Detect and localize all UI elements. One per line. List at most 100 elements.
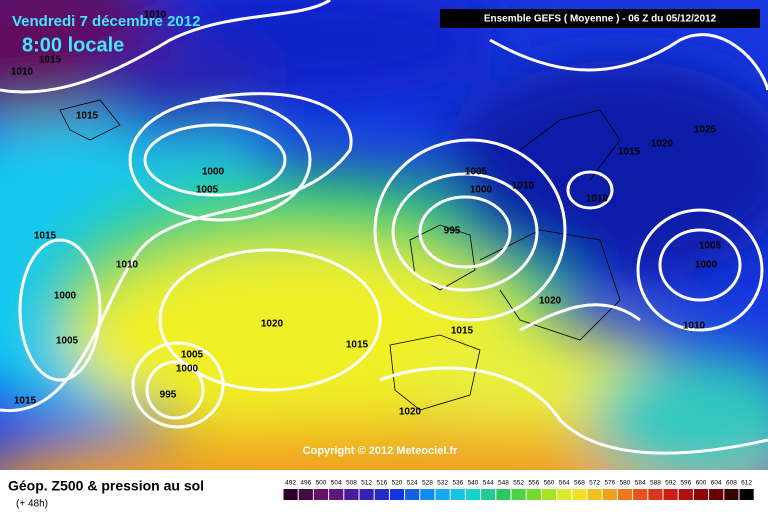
scale-label: 564 bbox=[559, 480, 570, 487]
scale-swatch bbox=[450, 489, 465, 500]
isobar-label: 1020 bbox=[261, 319, 284, 330]
scale-swatch bbox=[283, 489, 298, 500]
isobar-label: 1005 bbox=[181, 350, 204, 361]
isobar-label: 995 bbox=[160, 390, 177, 401]
scale-swatch bbox=[709, 489, 724, 500]
scale-label: 600 bbox=[696, 480, 707, 487]
scale-swatch bbox=[572, 489, 587, 500]
scale-swatch bbox=[724, 489, 739, 500]
scale-swatch bbox=[359, 489, 374, 500]
scale-label: 516 bbox=[376, 480, 387, 487]
scale-label: 588 bbox=[650, 480, 661, 487]
copyright: Copyright © 2012 Meteociel.fr bbox=[303, 445, 459, 457]
scale-label: 604 bbox=[711, 480, 722, 487]
scale-label: 508 bbox=[346, 480, 357, 487]
scale-label: 520 bbox=[392, 480, 403, 487]
isobar-label: 1005 bbox=[699, 241, 722, 252]
lead-time: (+ 48h) bbox=[16, 499, 48, 510]
scale-label: 572 bbox=[589, 480, 600, 487]
scale-label: 612 bbox=[741, 480, 752, 487]
scale-label: 540 bbox=[468, 480, 479, 487]
scale-label: 532 bbox=[437, 480, 448, 487]
scale-swatch bbox=[435, 489, 450, 500]
scale-swatch bbox=[617, 489, 633, 500]
isobar-label: 1015 bbox=[76, 111, 99, 122]
header-box bbox=[440, 9, 760, 28]
isobar-label: 1015 bbox=[14, 396, 37, 407]
isobar-label: 1000 bbox=[54, 291, 77, 302]
valid-date: Vendredi 7 décembre 2012 bbox=[12, 13, 200, 30]
legend-title: Géop. Z500 & pression au sol bbox=[8, 478, 204, 494]
scale-swatch bbox=[587, 489, 602, 500]
scale-label: 528 bbox=[422, 480, 433, 487]
scale-swatch bbox=[481, 489, 496, 500]
scale-label: 524 bbox=[407, 480, 418, 487]
isobar-label: 1005 bbox=[56, 336, 79, 347]
isobar-label: 1015 bbox=[346, 340, 369, 351]
isobar-label: 1025 bbox=[694, 125, 717, 136]
valid-time: 8:00 locale bbox=[22, 34, 124, 56]
scale-label: 544 bbox=[483, 480, 494, 487]
isobar-label: 1015 bbox=[618, 147, 641, 158]
isobar-label: 1000 bbox=[695, 260, 718, 271]
scale-label: 548 bbox=[498, 480, 509, 487]
scale-swatch bbox=[329, 489, 344, 500]
isobar-label: 1015 bbox=[34, 231, 57, 242]
model-run: Ensemble GEFS ( Moyenne ) - 06 Z du 05/1… bbox=[484, 14, 717, 25]
scale-swatch bbox=[465, 489, 481, 500]
isobar-label: 1010 bbox=[683, 321, 706, 332]
scale-label: 560 bbox=[544, 480, 555, 487]
scale-swatch bbox=[374, 489, 389, 500]
scale-label: 580 bbox=[620, 480, 631, 487]
scale-label: 496 bbox=[300, 480, 311, 487]
isobar-label: 1010 bbox=[116, 260, 139, 271]
isobar-label: 1000 bbox=[202, 167, 225, 178]
scale-swatch bbox=[526, 489, 541, 500]
scale-label: 568 bbox=[574, 480, 585, 487]
scale-label: 584 bbox=[635, 480, 646, 487]
scale-swatch bbox=[511, 489, 526, 500]
scale-swatch bbox=[344, 489, 359, 500]
scale-swatch bbox=[496, 489, 511, 500]
isobar-label: 995 bbox=[444, 226, 461, 237]
isobar-label: 1005 bbox=[196, 185, 219, 196]
scale-label: 536 bbox=[452, 480, 463, 487]
isobar-label: 1010 bbox=[144, 10, 167, 21]
scale-label: 500 bbox=[316, 480, 327, 487]
scale-swatch bbox=[663, 489, 678, 500]
isobar-label: 1005 bbox=[465, 167, 488, 178]
isobar-label: 1020 bbox=[399, 407, 422, 418]
isobars bbox=[0, 0, 768, 455]
scale-swatch bbox=[648, 489, 663, 500]
scale-label: 592 bbox=[665, 480, 676, 487]
scale-label: 512 bbox=[361, 480, 372, 487]
isobar-label: 1015 bbox=[451, 326, 474, 337]
scale-swatch bbox=[557, 489, 572, 500]
isobar-label: 1000 bbox=[176, 364, 199, 375]
scale-swatch bbox=[420, 489, 435, 500]
scale-swatch bbox=[541, 489, 557, 500]
scale-swatch bbox=[633, 489, 648, 500]
scale-label: 492 bbox=[285, 480, 296, 487]
isobar-label: 1000 bbox=[470, 185, 493, 196]
scale-swatch bbox=[298, 489, 313, 500]
isobar-label: 1010 bbox=[586, 194, 609, 205]
isobar-label: 1015 bbox=[39, 55, 62, 66]
scale-swatch bbox=[678, 489, 693, 500]
isobar-label: 1020 bbox=[539, 296, 562, 307]
scale-swatch bbox=[693, 489, 709, 500]
scale-swatch bbox=[739, 489, 754, 500]
scale-swatch bbox=[602, 489, 617, 500]
scale-swatch bbox=[405, 489, 420, 500]
scale-swatch bbox=[389, 489, 405, 500]
scale-label: 608 bbox=[726, 480, 737, 487]
scale-label: 504 bbox=[331, 480, 342, 487]
isobar-label: 1010 bbox=[512, 181, 535, 192]
scale-label: 556 bbox=[528, 480, 539, 487]
scale-swatch bbox=[313, 489, 329, 500]
scale-label: 596 bbox=[680, 480, 691, 487]
scale-label: 576 bbox=[604, 480, 615, 487]
isobar-label: 1010 bbox=[11, 67, 34, 78]
